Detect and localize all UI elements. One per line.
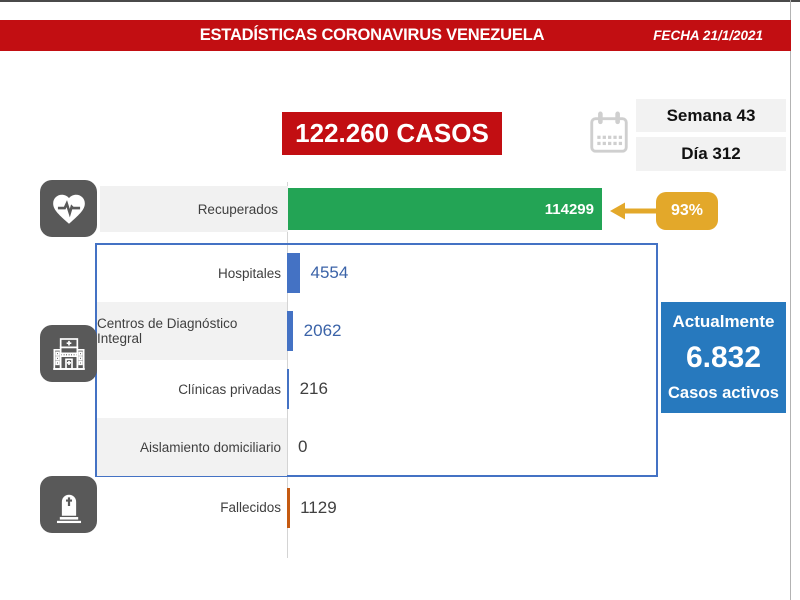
heart-pulse-icon [40, 180, 97, 237]
row-label: Clínicas privadas [178, 381, 281, 397]
active-heading: Actualmente [672, 312, 775, 331]
breakdown-row-aislamiento: Aislamiento domiciliario 0 [97, 418, 656, 476]
row-bar [287, 311, 293, 351]
recovered-percent-badge: 93% [656, 192, 718, 230]
recovered-label: Recuperados [197, 201, 278, 217]
deceased-row: Fallecidos 1129 [97, 480, 656, 535]
row-bar [287, 253, 300, 293]
breakdown-row-clinicas: Clínicas privadas 216 [97, 360, 656, 418]
right-border-line [790, 0, 791, 600]
date-label: FECHA 21/1/2021 [653, 28, 763, 43]
page-title: ESTADÍSTICAS CORONAVIRUS VENEZUELA [199, 26, 545, 44]
breakdown-row-cdi: Centros de Diagnóstico Integral 2062 [97, 302, 656, 360]
recovered-label-band: Recuperados [100, 186, 288, 232]
active-value: 6.832 [685, 341, 762, 374]
row-value: 0 [298, 437, 308, 456]
hospital-icon [40, 325, 97, 382]
active-cases-panel: Actualmente 6.832 Casos activos [661, 302, 786, 413]
top-border-line [0, 0, 800, 2]
row-label: Aislamiento domiciliario [97, 418, 287, 476]
total-cases-badge: 122.260 CASOS [282, 112, 502, 155]
calendar-icon [586, 107, 632, 164]
row-label: Hospitales [217, 265, 281, 281]
row-value: 4554 [310, 263, 349, 282]
recovered-value: 114299 [544, 200, 594, 218]
arrow-left-icon [608, 200, 658, 227]
active-caption: Casos activos [668, 384, 779, 402]
deceased-value: 1129 [300, 497, 337, 517]
row-value: 216 [299, 379, 328, 398]
row-bar [287, 369, 289, 409]
tombstone-icon [40, 476, 97, 533]
breakdown-row-hospitales: Hospitales 4554 [97, 244, 656, 302]
row-value: 2062 [303, 321, 342, 340]
day-badge: Día 312 [636, 137, 786, 171]
week-badge: Semana 43 [636, 99, 786, 132]
recovered-bar: 114299 [288, 188, 602, 230]
row-label: Centros de Diagnóstico Integral [97, 302, 287, 360]
deceased-bar [287, 487, 291, 528]
header-banner: ESTADÍSTICAS CORONAVIRUS VENEZUELA FECHA… [0, 20, 791, 51]
deceased-label: Fallecidos [220, 500, 281, 515]
